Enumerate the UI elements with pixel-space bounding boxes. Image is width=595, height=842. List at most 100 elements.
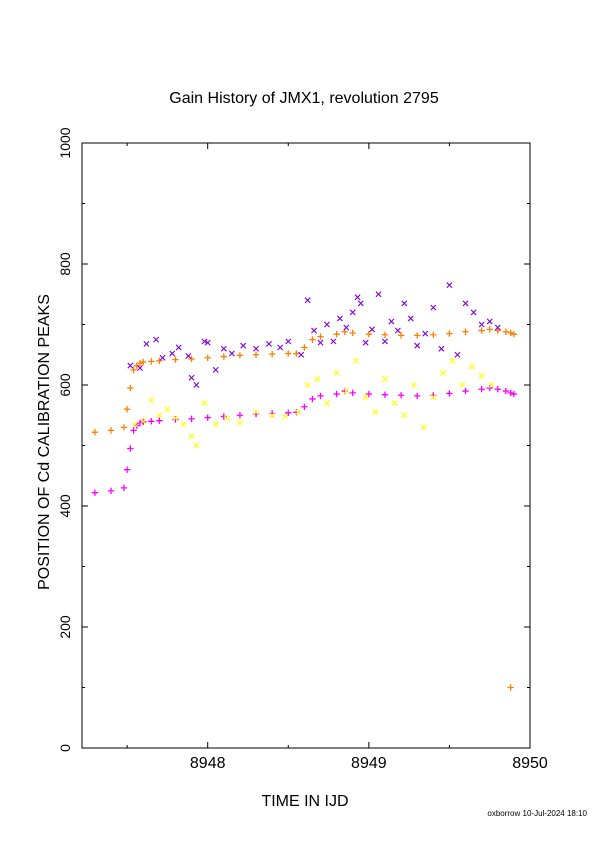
data-point xyxy=(169,350,176,357)
data-point xyxy=(446,330,453,337)
y-tick-label: 400 xyxy=(57,494,73,518)
data-point xyxy=(120,484,128,492)
data-point xyxy=(156,412,163,419)
data-point xyxy=(486,326,493,333)
data-point xyxy=(462,328,469,335)
data-point xyxy=(91,489,99,496)
data-point xyxy=(317,339,324,346)
x-tick-label: 8949 xyxy=(351,755,387,772)
data-point xyxy=(265,340,272,347)
data-point xyxy=(204,354,211,361)
data-point xyxy=(478,327,485,334)
data-point xyxy=(430,331,437,338)
data-point xyxy=(502,328,510,335)
data-point xyxy=(407,315,414,322)
data-point xyxy=(494,386,501,393)
data-point xyxy=(153,336,160,343)
data-point xyxy=(298,351,305,358)
data-point xyxy=(494,327,501,334)
series-1 xyxy=(127,282,501,388)
y-tick-label: 200 xyxy=(57,615,73,639)
data-point xyxy=(333,330,340,338)
data-point xyxy=(136,360,144,367)
data-point xyxy=(391,400,398,407)
data-point xyxy=(336,315,343,322)
data-point xyxy=(236,419,243,426)
data-point xyxy=(430,304,437,311)
data-point xyxy=(333,390,340,398)
data-point xyxy=(357,300,364,307)
y-tick-label: 1000 xyxy=(57,127,73,158)
chart-title: Gain History of JMX1, revolution 2795 xyxy=(169,90,439,107)
data-point xyxy=(107,427,115,434)
data-point xyxy=(375,291,382,298)
data-point xyxy=(449,357,456,364)
data-point xyxy=(224,415,231,422)
data-point xyxy=(201,338,208,345)
data-point xyxy=(156,417,163,424)
data-point xyxy=(422,330,429,337)
y-tick-label: 600 xyxy=(57,373,73,397)
data-point xyxy=(330,338,337,345)
data-point xyxy=(397,392,405,399)
data-point xyxy=(317,392,324,400)
data-point xyxy=(304,382,311,388)
data-point xyxy=(362,339,369,346)
data-point xyxy=(107,487,115,495)
data-point xyxy=(301,344,308,351)
data-point xyxy=(201,400,208,407)
data-point xyxy=(438,345,445,352)
data-point xyxy=(446,390,453,397)
data-point xyxy=(285,409,292,417)
data-point xyxy=(478,386,485,393)
data-point xyxy=(188,415,195,423)
data-point xyxy=(140,418,147,425)
data-point xyxy=(420,424,427,431)
data-point xyxy=(277,344,284,351)
data-point xyxy=(414,342,421,349)
data-point xyxy=(294,409,301,416)
data-point xyxy=(137,365,144,372)
data-point xyxy=(311,327,318,334)
plot-frame xyxy=(81,142,531,749)
data-point xyxy=(365,390,373,398)
data-point xyxy=(127,362,134,369)
data-point xyxy=(293,350,300,357)
data-point xyxy=(362,394,369,401)
x-axis-label: TIME IN IJD xyxy=(261,793,348,810)
data-point xyxy=(372,409,379,416)
data-point xyxy=(494,324,501,331)
data-point xyxy=(462,387,469,395)
data-point xyxy=(236,352,244,359)
data-point xyxy=(180,421,187,428)
data-point xyxy=(352,357,359,364)
data-point xyxy=(253,409,260,416)
data-point xyxy=(309,336,316,343)
data-point xyxy=(354,294,361,301)
data-point xyxy=(120,424,128,431)
data-point xyxy=(252,351,260,358)
data-point xyxy=(478,321,485,328)
data-point xyxy=(188,355,195,363)
data-point xyxy=(172,356,179,363)
data-point xyxy=(143,340,150,347)
series-4 xyxy=(507,684,514,691)
data-point xyxy=(323,321,330,328)
data-point xyxy=(349,309,356,316)
y-tick-label: 0 xyxy=(57,744,73,752)
data-point xyxy=(317,333,324,340)
data-point xyxy=(123,406,131,413)
data-point xyxy=(309,395,316,403)
data-point xyxy=(401,300,408,307)
data-point xyxy=(323,400,330,407)
data-point xyxy=(397,332,405,339)
data-point xyxy=(285,338,292,345)
data-point xyxy=(304,297,311,304)
x-tick-label: 8948 xyxy=(190,755,226,772)
data-point xyxy=(459,382,466,388)
data-point xyxy=(130,427,137,434)
data-point xyxy=(381,338,388,345)
data-point xyxy=(132,421,139,428)
